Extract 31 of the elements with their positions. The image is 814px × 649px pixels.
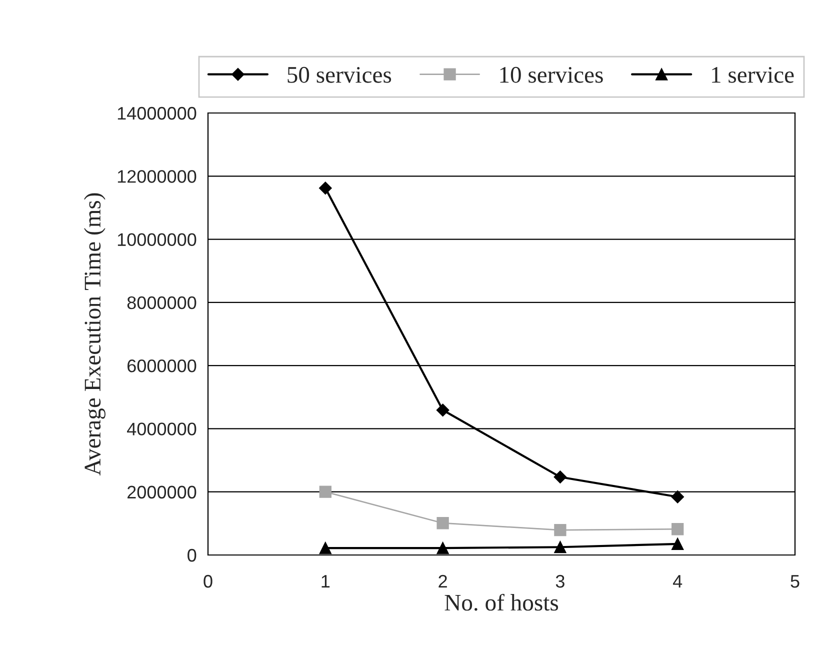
legend-label: 1 service: [712, 66, 794, 83]
x-axis-title: No. of hosts: [444, 594, 558, 611]
point: [436, 404, 450, 416]
y-tick-label: 14000000: [118, 106, 196, 120]
legend-label: 10 services: [500, 66, 603, 83]
y-tick-label: 6000000: [128, 360, 196, 372]
x-tick-label: 5: [790, 575, 800, 588]
y-axis-title: Average Execution Time (ms): [84, 193, 106, 476]
point: [318, 182, 332, 195]
x-tick-label: 1: [322, 575, 330, 588]
point: [319, 486, 332, 498]
x-tick-label: 4: [672, 575, 682, 588]
y-tick-label: 12000000: [118, 170, 196, 183]
x-tick-label: 0: [204, 574, 212, 588]
x-tick-label: 3: [556, 574, 564, 588]
point: [554, 541, 566, 554]
legend-label: 50 services: [288, 66, 392, 83]
point: [554, 524, 566, 536]
point: [436, 517, 449, 530]
y-tick-label: 4000000: [127, 422, 196, 436]
point: [436, 542, 449, 554]
point: [554, 470, 567, 484]
point: [671, 490, 684, 504]
point: [672, 523, 684, 536]
point: [672, 538, 684, 550]
point: [319, 542, 332, 554]
x-tick-label: 2: [438, 574, 447, 588]
y-tick-label: 0: [188, 548, 196, 562]
y-tick-label: 10000000: [118, 233, 196, 246]
y-tick-label: 8000000: [127, 296, 196, 310]
y-tick-label: 2000000: [128, 486, 196, 499]
